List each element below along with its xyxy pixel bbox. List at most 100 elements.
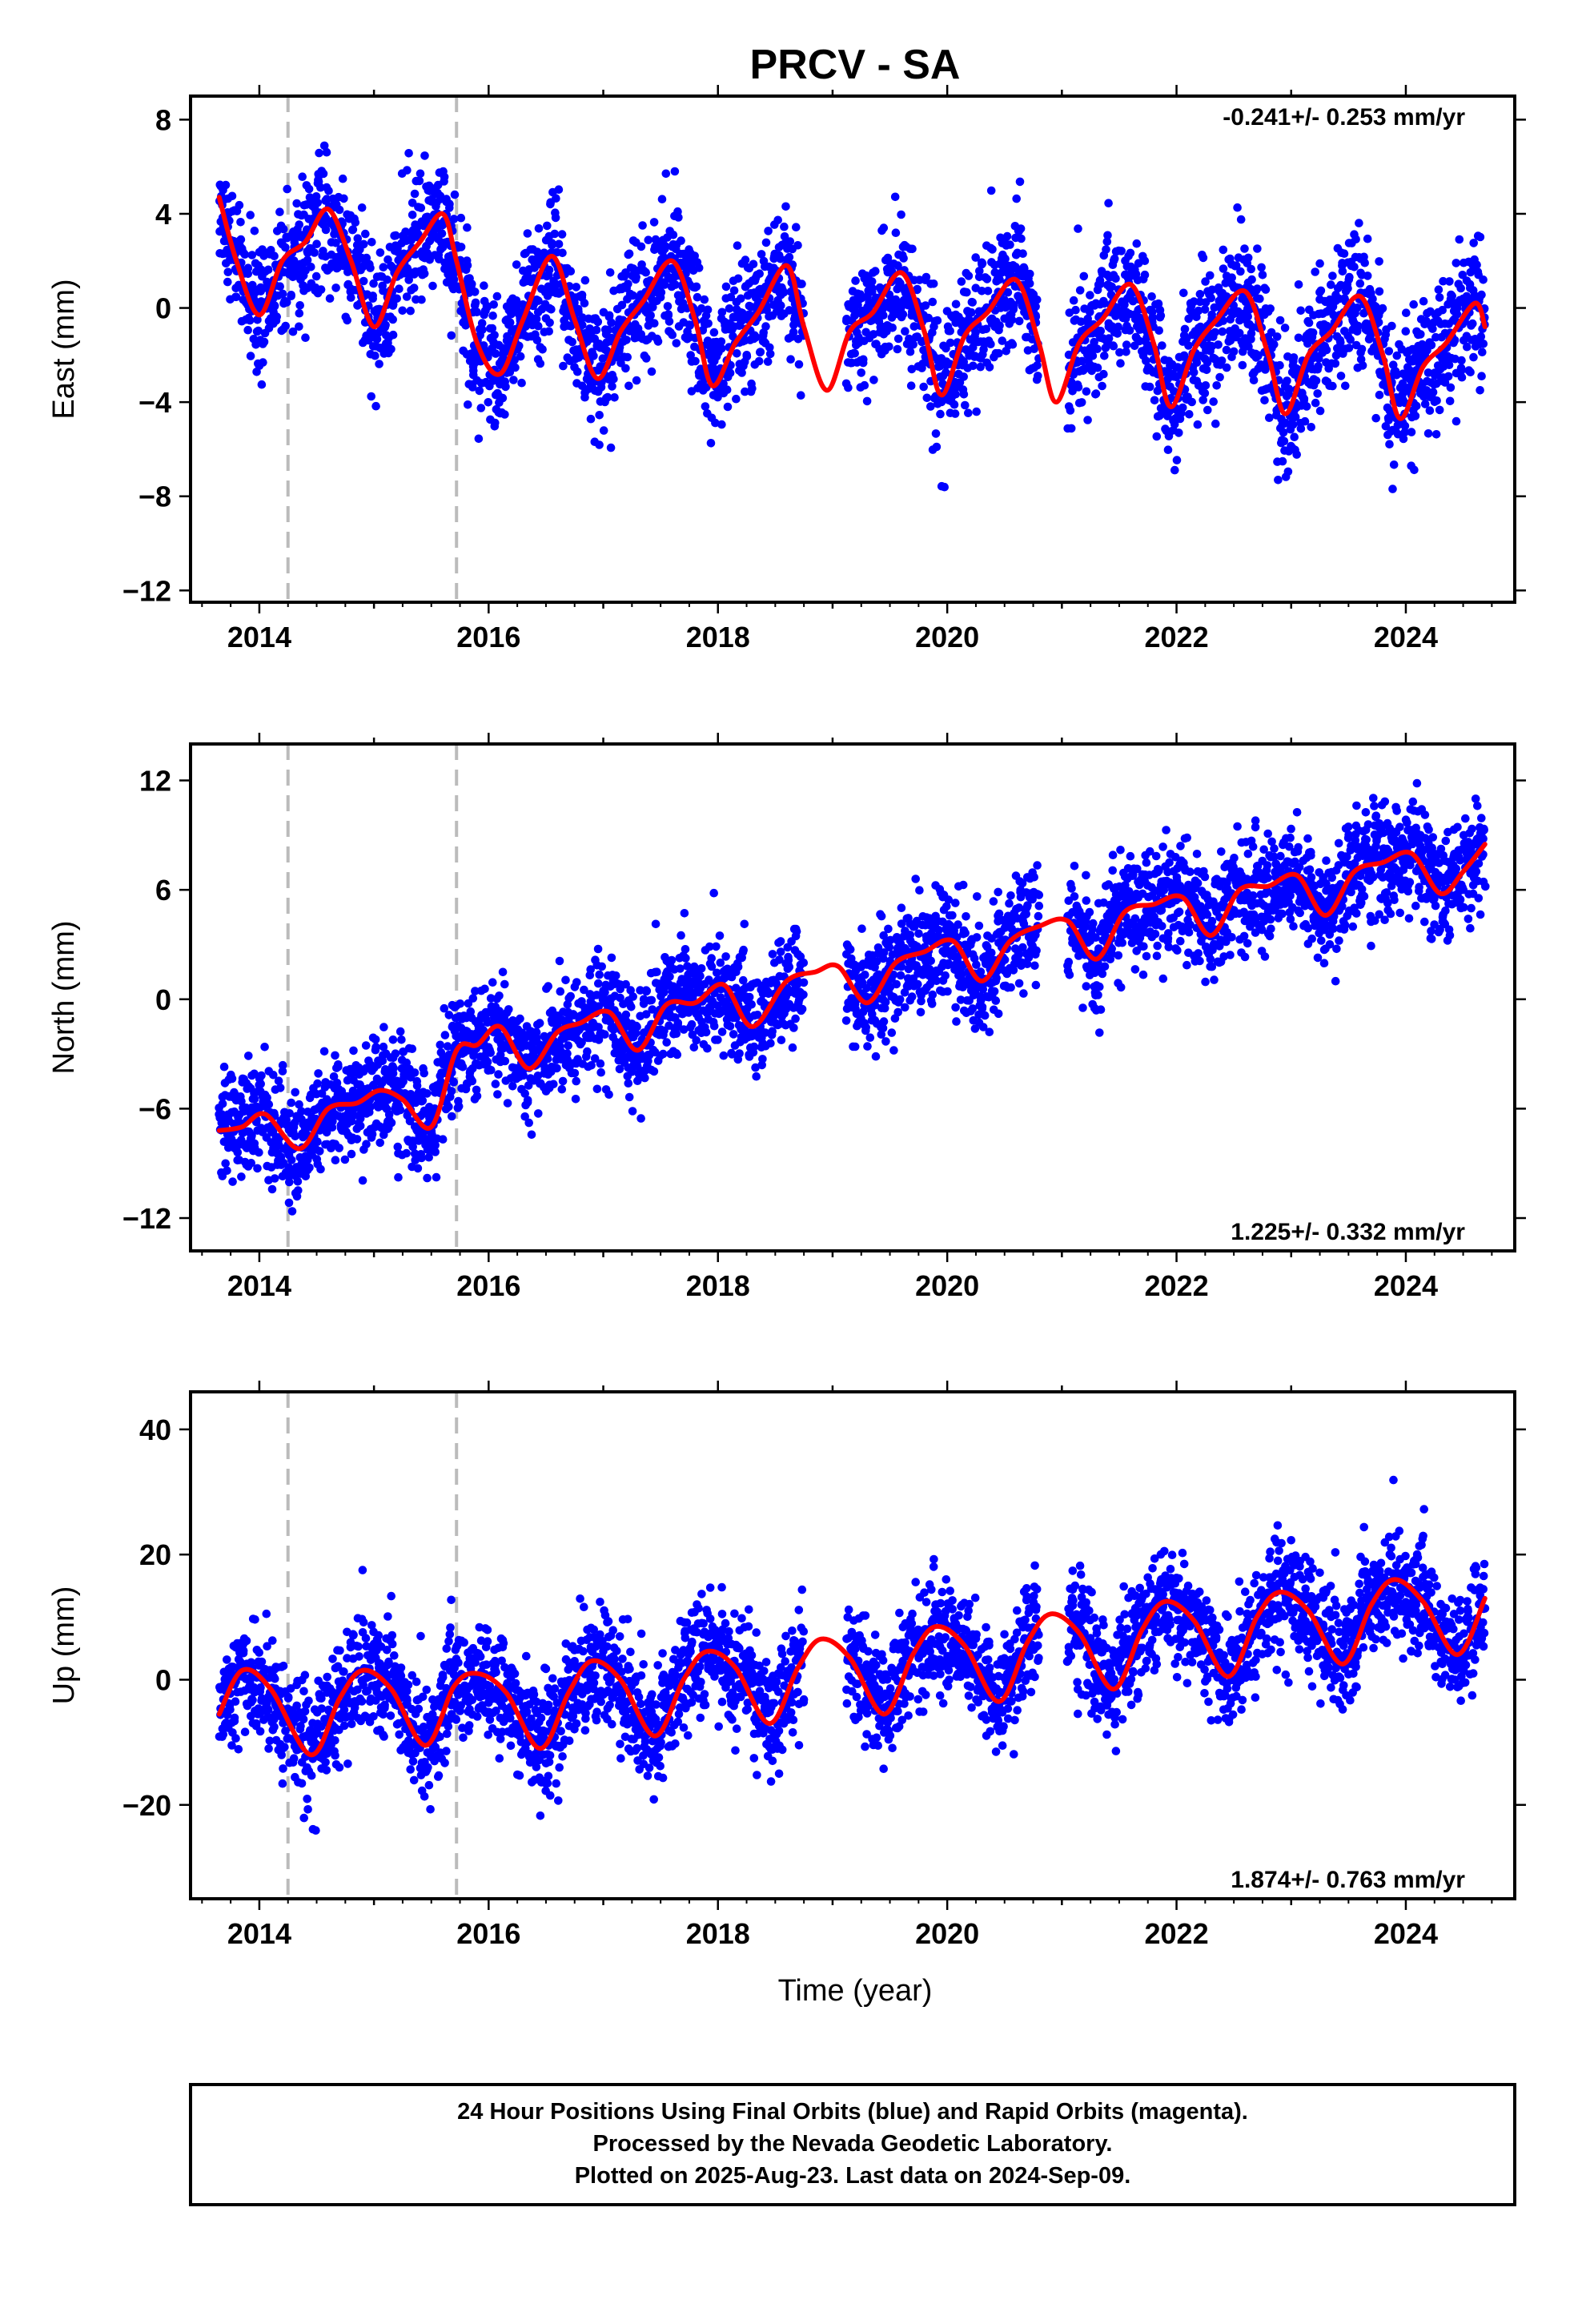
data-point [723, 402, 733, 412]
data-point [468, 1076, 477, 1086]
data-point [291, 1088, 300, 1097]
data-point [785, 237, 795, 246]
data-point [1154, 299, 1163, 308]
data-point [243, 263, 253, 273]
data-point [1174, 428, 1183, 437]
data-point [315, 1147, 324, 1156]
data-point [605, 268, 615, 277]
data-point [488, 978, 497, 987]
data-point [632, 272, 640, 282]
data-point [349, 1111, 359, 1120]
data-point [1066, 406, 1075, 415]
data-point [1253, 244, 1262, 253]
data-point [402, 292, 412, 301]
data-point [1025, 279, 1034, 288]
data-point [278, 1067, 287, 1076]
data-point [586, 414, 596, 424]
data-point [672, 1029, 681, 1038]
data-point [671, 280, 680, 289]
data-point [387, 1118, 396, 1128]
data-point [483, 1057, 492, 1067]
data-point [540, 248, 548, 258]
data-point [1184, 341, 1193, 350]
data-point [642, 354, 651, 363]
data-point [797, 279, 806, 288]
data-point [1328, 381, 1337, 391]
data-point [287, 1207, 297, 1216]
data-point [231, 292, 241, 302]
data-point [1291, 412, 1300, 421]
data-point [1279, 436, 1289, 446]
data-point [319, 141, 329, 151]
data-point [1132, 239, 1142, 248]
data-point [293, 1177, 303, 1186]
data-point [668, 330, 677, 340]
data-point [1400, 421, 1410, 431]
data-point [1014, 316, 1024, 326]
data-point [1385, 440, 1394, 448]
data-point [1313, 389, 1322, 398]
data-point [1294, 333, 1303, 343]
data-point [1095, 279, 1105, 289]
data-point [1261, 285, 1271, 294]
data-point [500, 979, 509, 989]
data-point [246, 211, 255, 219]
data-point [1257, 263, 1266, 272]
data-point [868, 283, 877, 293]
data-point [371, 1043, 380, 1051]
data-point [247, 251, 257, 259]
data-point [498, 393, 508, 403]
data-point [509, 376, 518, 384]
data-point [403, 166, 412, 175]
data-point [561, 975, 570, 985]
data-point [652, 967, 661, 976]
data-point [719, 1051, 729, 1060]
data-point [647, 367, 656, 376]
data-point [781, 202, 790, 211]
data-point [447, 1087, 456, 1096]
data-point [1236, 215, 1246, 224]
data-point [976, 362, 985, 372]
data-point [725, 368, 735, 378]
model-fit-line [216, 195, 1488, 421]
data-point [1102, 237, 1112, 247]
data-point [921, 272, 931, 282]
data-point [359, 276, 368, 286]
data-point [263, 1093, 271, 1103]
data-point [793, 241, 802, 250]
data-point [423, 212, 432, 222]
data-point [969, 361, 978, 371]
data-point [725, 304, 734, 313]
data-point [1140, 270, 1150, 279]
data-point [1231, 261, 1241, 270]
data-point [1425, 406, 1435, 415]
data-point [924, 313, 933, 323]
data-point [1316, 286, 1326, 296]
data-point [1409, 300, 1418, 309]
data-point [597, 962, 606, 971]
data-point [237, 1172, 246, 1181]
data-point [681, 945, 690, 954]
data-point [995, 275, 1004, 284]
data-point [649, 218, 659, 227]
data-point [247, 1159, 256, 1168]
data-point [909, 340, 917, 349]
data-point [1294, 280, 1303, 289]
data-point [227, 1074, 237, 1084]
data-point [1199, 396, 1207, 404]
data-point [456, 999, 465, 1008]
data-point [617, 300, 627, 310]
data-point [765, 343, 774, 352]
data-point [717, 308, 727, 317]
data-point [1296, 306, 1305, 316]
data-point [1247, 264, 1255, 274]
data-point [1158, 341, 1166, 350]
data-point [417, 295, 426, 304]
data-point [1240, 244, 1249, 253]
data-point [235, 200, 244, 210]
data-point [1104, 199, 1113, 207]
data-point [544, 265, 554, 275]
data-point [1355, 219, 1363, 227]
data-point [1344, 344, 1354, 352]
